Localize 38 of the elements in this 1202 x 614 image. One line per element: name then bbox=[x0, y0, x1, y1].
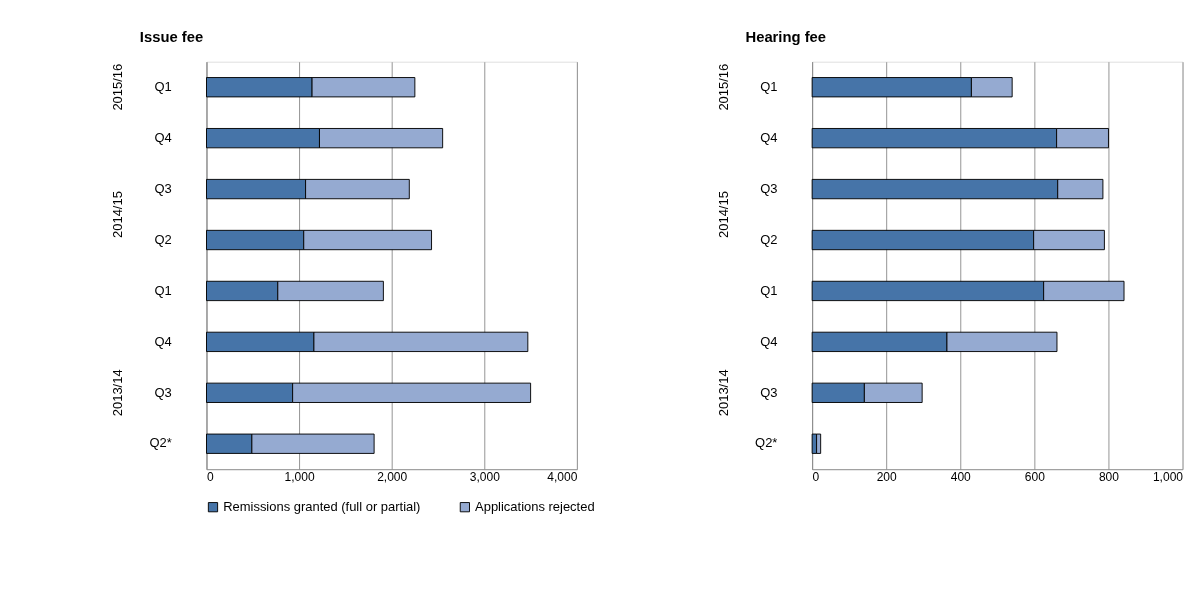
y-tick-label: Q2* bbox=[149, 435, 172, 451]
y-tick-label: Q3 bbox=[760, 384, 778, 400]
legend-label: Remissions granted (full or partial) bbox=[223, 498, 421, 514]
text: 2014/15 bbox=[715, 191, 731, 238]
y-tick-label: Q1 bbox=[154, 282, 172, 298]
x-tick-label: 600 bbox=[1024, 469, 1046, 484]
x-tick-label: 200 bbox=[876, 469, 898, 484]
y-tick-label: Q4 bbox=[760, 129, 778, 145]
x-tick-label: 1,000 bbox=[1152, 469, 1184, 484]
y-tick-label: Q3 bbox=[760, 180, 778, 196]
y-tick-label: Q1 bbox=[760, 282, 778, 298]
x-tick-label: 3,000 bbox=[469, 469, 501, 484]
y-tick-label: Q1 bbox=[154, 78, 172, 94]
text: 2013/14 bbox=[110, 369, 126, 417]
text: 2015/16 bbox=[715, 63, 731, 111]
x-tick-label: 0 bbox=[206, 469, 214, 484]
y-tick-label: Q3 bbox=[154, 384, 172, 400]
y-tick-label: Q4 bbox=[154, 333, 172, 349]
text: 2013/14 bbox=[715, 369, 731, 417]
legend-label: Applications rejected bbox=[475, 498, 595, 514]
x-tick-label: 0 bbox=[812, 469, 820, 484]
y-tick-label: Q1 bbox=[760, 78, 778, 94]
y-tick-label: Q2 bbox=[154, 231, 172, 247]
y-tick-label: Q2 bbox=[760, 231, 778, 247]
y-tick-label: Q2* bbox=[755, 435, 778, 451]
x-tick-label: 2,000 bbox=[377, 469, 408, 484]
x-tick-label: 1,000 bbox=[284, 469, 315, 484]
chart-title: Hearing fee bbox=[745, 29, 827, 46]
x-tick-label: 800 bbox=[1098, 469, 1120, 484]
x-tick-label: 4,000 bbox=[547, 469, 578, 484]
x-tick-label: 400 bbox=[950, 469, 972, 484]
y-tick-label: Q4 bbox=[760, 333, 778, 349]
chart-title: Issue fee bbox=[139, 29, 204, 46]
y-tick-label: Q3 bbox=[154, 180, 172, 196]
y-tick-label: Q4 bbox=[154, 129, 172, 145]
bar bbox=[811, 433, 818, 454]
text: 2014/15 bbox=[110, 191, 126, 238]
text: 2015/16 bbox=[110, 63, 126, 111]
